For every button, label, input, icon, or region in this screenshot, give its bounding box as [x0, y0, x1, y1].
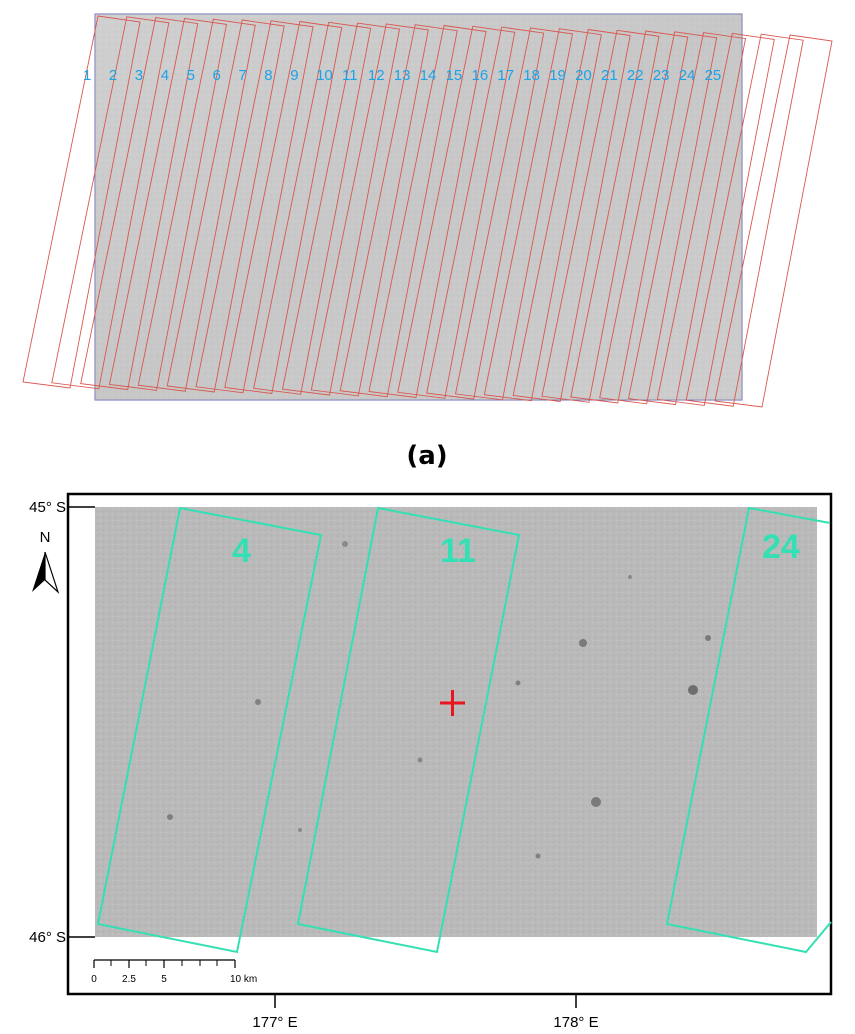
- scale-tick-10km: 10 km: [230, 974, 257, 985]
- north-arrow-icon: [32, 552, 45, 592]
- strip-label-a-18: 18: [523, 67, 540, 84]
- lat-label-45s: 45° S: [29, 499, 66, 516]
- north-arrow: N: [32, 529, 60, 594]
- strip-labels-a: 1 2 3 4 5 6 7 8 9 10 11 12 13 14 15 16 17 18 19 20 21 22 23 24 2…: [83, 67, 721, 84]
- strip-label-4: 4: [232, 532, 251, 570]
- strip-label-a-19: 19: [549, 67, 566, 84]
- strip-label-a-12: 12: [368, 67, 385, 84]
- strip-label-a-24: 24: [679, 67, 696, 84]
- lat-label-46s: 46° S: [29, 929, 66, 946]
- strip-label-a-3: 3: [135, 67, 143, 84]
- scale-tick-0: 0: [91, 974, 97, 985]
- strip-label-a-1: 1: [83, 67, 91, 84]
- strip-label-a-10: 10: [316, 67, 333, 84]
- strip-footprint-25: [714, 34, 833, 408]
- strip-label-a-21: 21: [601, 67, 618, 84]
- footprint-strip-4: [96, 506, 323, 954]
- scale-tick-5: 5: [161, 974, 167, 985]
- strip-label-a-17: 17: [497, 67, 514, 84]
- strip-label-a-22: 22: [627, 67, 644, 84]
- site-marker: [440, 690, 465, 716]
- footprint-strips-b: [96, 506, 832, 954]
- latitude-axis: 45° S 46° S: [29, 499, 95, 946]
- strip-label-a-2: 2: [109, 67, 117, 84]
- strip-label-a-16: 16: [472, 67, 489, 84]
- strip-label-a-4: 4: [161, 67, 169, 84]
- strip-label-a-5: 5: [187, 67, 195, 84]
- strip-label-a-23: 23: [653, 67, 670, 84]
- lon-label-177e: 177° E: [252, 1014, 297, 1031]
- scale-bar: 0 2.5 5 10 km: [91, 959, 257, 985]
- panel-a: 1 2 3 4 5 6 7 8 9 10 11 12 13 14 15 16 17 18 19 20 21 22 23 24 2…: [22, 13, 833, 471]
- strip-label-24: 24: [762, 528, 800, 566]
- strip-label-a-8: 8: [264, 67, 272, 84]
- strip-label-a-20: 20: [575, 67, 592, 84]
- strip-label-a-11: 11: [342, 67, 358, 84]
- strip-label-a-7: 7: [238, 67, 246, 84]
- lon-label-178e: 178° E: [553, 1014, 598, 1031]
- strip-label-a-6: 6: [213, 67, 221, 84]
- north-label: N: [40, 529, 51, 546]
- panel-b: 4 11 24 N 45° S 46° S 177° E 178° E: [29, 492, 833, 1031]
- strip-label-a-25: 25: [705, 67, 722, 84]
- scale-tick-2-5: 2.5: [122, 974, 136, 985]
- panel-a-caption: (a): [406, 441, 447, 471]
- strip-footprints-a: [22, 15, 833, 408]
- strip-label-11: 11: [440, 532, 476, 570]
- footprint-strip-11: [296, 506, 521, 954]
- strip-label-a-14: 14: [420, 67, 437, 84]
- strip-label-a-9: 9: [290, 67, 298, 84]
- footprint-strip-24: [665, 506, 832, 954]
- strip-label-a-15: 15: [446, 67, 463, 84]
- crater-features: [167, 541, 711, 859]
- strip-label-a-13: 13: [394, 67, 411, 84]
- longitude-axis: 177° E 178° E: [252, 994, 599, 1031]
